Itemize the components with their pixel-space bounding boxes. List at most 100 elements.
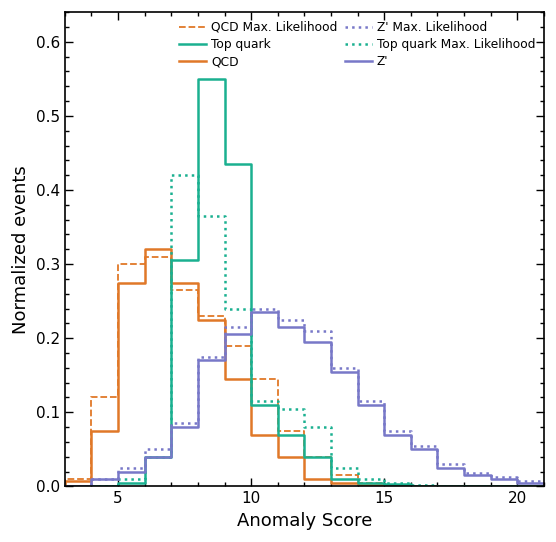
Z' [301, 324, 307, 330]
QCD [248, 431, 255, 438]
Z' [381, 431, 388, 438]
QCD [327, 476, 334, 482]
Z' [88, 483, 95, 489]
Top quark [88, 483, 95, 489]
Top quark [408, 481, 414, 487]
QCD [221, 317, 228, 323]
QCD Max. Likelihood [434, 483, 441, 489]
QCD [275, 454, 281, 460]
Top quark [195, 76, 201, 82]
Top quark Max. Likelihood [408, 482, 414, 488]
Top quark [195, 257, 201, 263]
Top quark Max. Likelihood [301, 405, 307, 412]
Z' Max. Likelihood [301, 317, 307, 323]
QCD [248, 376, 255, 382]
QCD Max. Likelihood [141, 261, 148, 267]
QCD Max. Likelihood [487, 483, 494, 489]
Z' Max. Likelihood [327, 327, 334, 334]
Line: Top quark Max. Likelihood: Top quark Max. Likelihood [65, 175, 544, 486]
Z' [62, 483, 68, 489]
QCD Max. Likelihood [540, 483, 547, 489]
Z' [221, 357, 228, 364]
Top quark Max. Likelihood [327, 424, 334, 430]
Top quark Max. Likelihood [487, 483, 494, 489]
Z' [195, 424, 201, 430]
Top quark [248, 161, 255, 167]
Top quark Max. Likelihood [248, 398, 255, 404]
QCD [275, 431, 281, 438]
Z' Max. Likelihood [540, 483, 547, 489]
Top quark Max. Likelihood [381, 480, 388, 486]
Z' [141, 468, 148, 475]
QCD [301, 476, 307, 482]
Top quark [115, 480, 121, 486]
QCD Max. Likelihood [115, 394, 121, 401]
Top quark Max. Likelihood [514, 483, 520, 489]
Z' [487, 472, 494, 479]
QCD Max. Likelihood [168, 287, 175, 293]
Top quark Max. Likelihood [381, 476, 388, 482]
Top quark [487, 483, 494, 489]
Z' [460, 472, 467, 479]
Top quark Max. Likelihood [88, 483, 95, 489]
Z' [115, 476, 121, 482]
Top quark Max. Likelihood [540, 483, 547, 489]
QCD Max. Likelihood [381, 482, 388, 488]
Z' [141, 454, 148, 460]
Top quark Max. Likelihood [275, 405, 281, 412]
QCD Max. Likelihood [514, 483, 520, 489]
Top quark [434, 482, 441, 489]
Top quark Max. Likelihood [115, 483, 121, 489]
QCD [62, 483, 68, 489]
Top quark [301, 454, 307, 460]
Z' Max. Likelihood [434, 442, 441, 449]
QCD [301, 454, 307, 460]
Top quark Max. Likelihood [248, 305, 255, 312]
Z' [434, 446, 441, 453]
Z' [248, 331, 255, 338]
Line: Z' Max. Likelihood: Z' Max. Likelihood [65, 308, 544, 486]
Top quark Max. Likelihood [195, 212, 201, 219]
QCD Max. Likelihood [434, 482, 441, 489]
Top quark Max. Likelihood [327, 464, 334, 471]
Top quark Max. Likelihood [168, 172, 175, 178]
Z' Max. Likelihood [487, 474, 494, 481]
Line: Z': Z' [65, 312, 544, 486]
QCD [115, 279, 121, 286]
QCD Max. Likelihood [408, 482, 414, 489]
Z' [221, 331, 228, 338]
Z' [514, 476, 520, 482]
Top quark [434, 482, 441, 489]
Top quark Max. Likelihood [88, 483, 95, 489]
Z' [88, 476, 95, 482]
Z' Max. Likelihood [408, 442, 414, 449]
Z' Max. Likelihood [381, 398, 388, 404]
Z' [381, 402, 388, 408]
Top quark Max. Likelihood [115, 476, 121, 482]
Top quark Max. Likelihood [221, 305, 228, 312]
QCD [115, 428, 121, 434]
QCD [381, 482, 388, 489]
Z' Max. Likelihood [62, 483, 68, 489]
QCD Max. Likelihood [88, 476, 95, 482]
QCD Max. Likelihood [221, 313, 228, 319]
Z' Max. Likelihood [168, 446, 175, 453]
QCD Max. Likelihood [195, 287, 201, 293]
Z' Max. Likelihood [62, 483, 68, 489]
Z' [327, 368, 334, 375]
Z' Max. Likelihood [354, 398, 361, 404]
Z' Max. Likelihood [381, 428, 388, 434]
Z' Max. Likelihood [195, 353, 201, 360]
Top quark [275, 431, 281, 438]
Z' Max. Likelihood [115, 476, 121, 482]
Top quark Max. Likelihood [460, 482, 467, 489]
Z' [354, 402, 361, 408]
Z' [168, 454, 175, 460]
Z' Max. Likelihood [301, 327, 307, 334]
QCD [195, 279, 201, 286]
Top quark [354, 480, 361, 486]
Z' [408, 446, 414, 453]
Top quark Max. Likelihood [487, 483, 494, 489]
QCD [514, 483, 520, 489]
QCD [408, 482, 414, 489]
